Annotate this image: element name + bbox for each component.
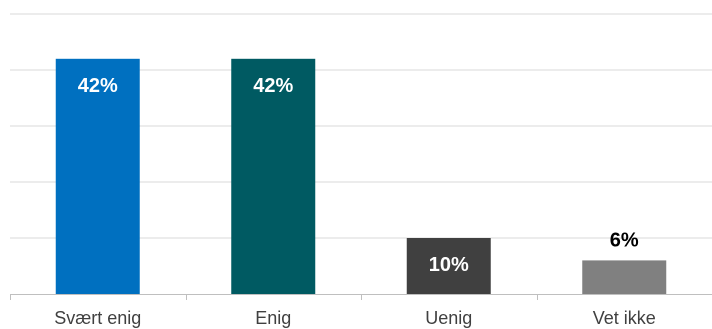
data-label: 6% (610, 229, 639, 251)
category-label: Svært enig (54, 308, 141, 328)
bar-uenig (406, 238, 491, 294)
category-label: Enig (255, 308, 291, 328)
bars (55, 58, 667, 294)
category-label: Uenig (425, 308, 472, 328)
x-axis (10, 294, 712, 300)
bar-vet-ikke (582, 260, 667, 294)
data-label: 10% (429, 254, 469, 276)
bar-enig (231, 58, 316, 294)
data-label: 42% (78, 75, 118, 97)
labels: 42% Svært enig 42% Enig 10% Uenig 6% Vet ikke (54, 75, 656, 328)
category-label: Vet ikke (593, 308, 656, 328)
bar-svært-enig (55, 58, 140, 294)
data-label: 42% (253, 75, 293, 97)
